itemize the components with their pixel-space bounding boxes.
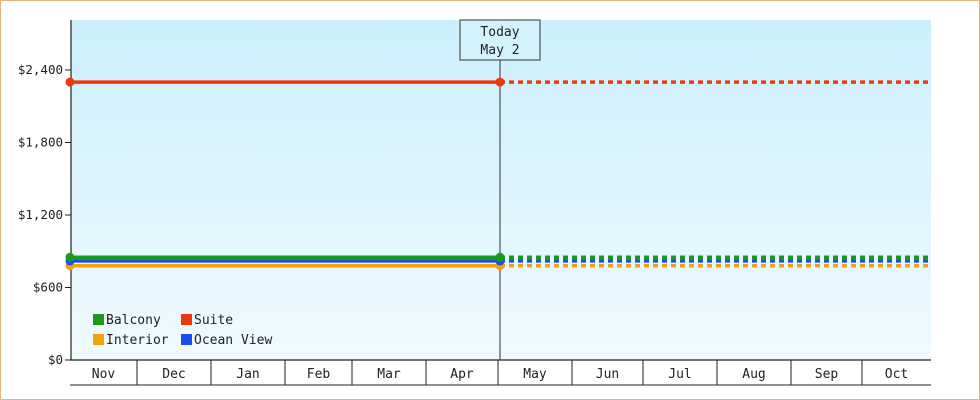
today-marker: Today May 2 — [459, 19, 541, 360]
legend-swatch-suite — [181, 314, 192, 325]
y-tick-label: $600 — [33, 280, 63, 295]
y-axis: $0 $600 $1,200 $1,800 $2,400 — [18, 20, 72, 367]
legend-swatch-ocean-view — [181, 334, 192, 345]
legend-swatch-interior — [93, 334, 104, 345]
series-suite-point-start — [65, 77, 75, 87]
y-tick-label: $2,400 — [18, 62, 63, 77]
month-label-may: May — [523, 367, 547, 382]
y-tick-label: $1,200 — [18, 207, 63, 222]
month-label-aug: Aug — [742, 367, 765, 382]
series-balcony-point-start — [65, 252, 75, 262]
month-label-apr: Apr — [450, 367, 474, 382]
series-suite-point-today — [495, 77, 505, 87]
legend-label-balcony: Balcony — [106, 313, 161, 328]
month-label-jul: Jul — [668, 367, 691, 382]
month-label-feb: Feb — [307, 367, 331, 382]
legend: Balcony Suite Interior Ocean View — [93, 313, 272, 348]
month-label-dec: Dec — [162, 367, 185, 382]
month-label-oct: Oct — [885, 367, 908, 382]
series-lines — [65, 77, 931, 271]
month-label-jan: Jan — [236, 367, 259, 382]
month-label-mar: Mar — [377, 367, 401, 382]
today-box — [459, 19, 541, 61]
legend-swatch-balcony — [93, 314, 104, 325]
legend-label-ocean-view: Ocean View — [194, 333, 272, 348]
y-tick-label: $1,800 — [18, 135, 63, 150]
series-balcony-point-today — [495, 252, 505, 262]
today-date: May 2 — [480, 43, 519, 58]
y-tick-label: $0 — [48, 352, 63, 367]
month-label-jun: Jun — [596, 367, 619, 382]
legend-label-suite: Suite — [194, 313, 233, 328]
legend-label-interior: Interior — [106, 333, 169, 348]
x-axis: Nov Dec Jan Feb Mar Apr May Jun Jul Aug Sep Oct — [70, 359, 931, 386]
today-label: Today — [480, 25, 519, 40]
month-label-sep: Sep — [815, 367, 839, 382]
month-label-nov: Nov — [92, 367, 116, 382]
plot-area — [71, 20, 931, 360]
